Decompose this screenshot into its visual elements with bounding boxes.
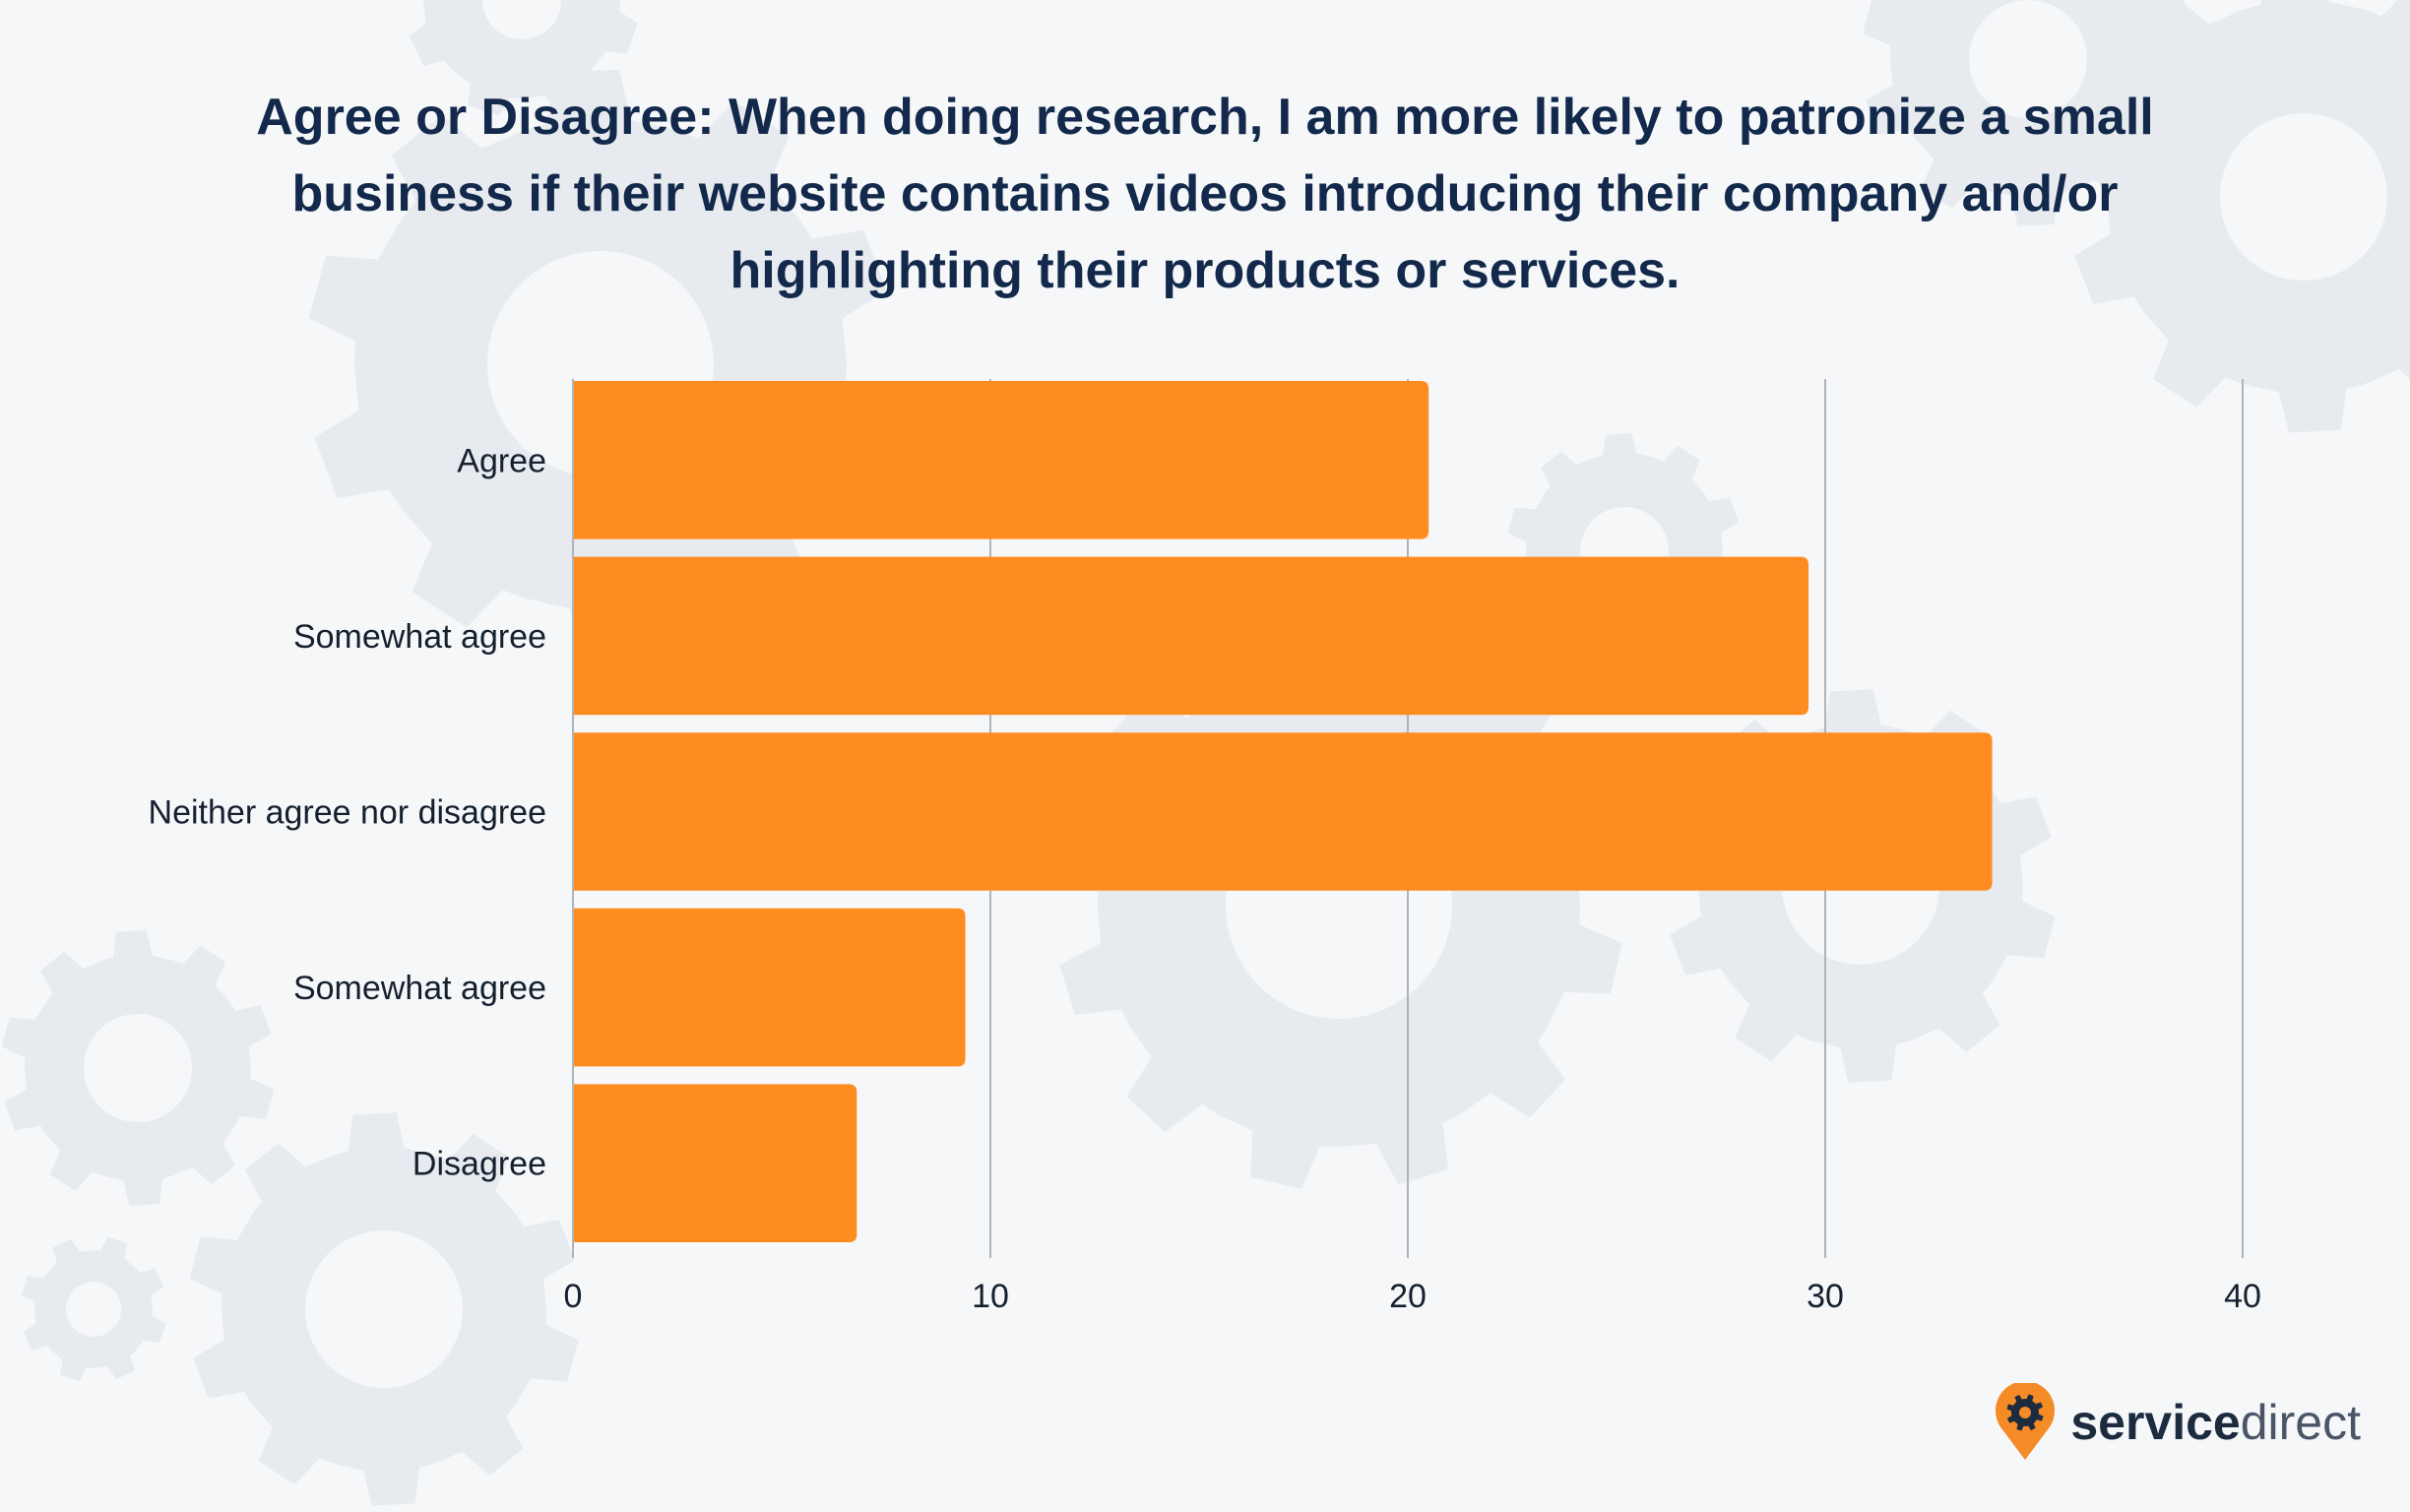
x-tick-label: 30 [1807,1278,1844,1315]
bar [573,556,1809,716]
bar [573,1084,857,1242]
category-label: Agree [457,442,546,479]
bar [573,908,966,1067]
servicedirect-logo: servicedirect [1994,1383,2361,1462]
category-label: Somewhat agree [293,970,546,1007]
chart-title: Agree or Disagree: When doing research, … [256,89,2154,299]
bar [573,732,1993,891]
category-label: Somewhat agree [293,618,546,656]
category-label: Disagree [412,1146,546,1183]
category-label: Neither agree nor disagree [149,794,546,832]
x-tick-label: 40 [2224,1278,2261,1315]
background-gear [409,0,638,116]
map-pin-gear-icon [1996,1383,2056,1460]
logo-text-direct: direct [2240,1395,2361,1450]
x-tick-label: 20 [1389,1278,1427,1315]
background-gear [189,1112,579,1506]
background-gear [21,1236,166,1382]
logo-wordmark: servicedirect [2070,1394,2361,1451]
x-tick-label: 0 [564,1278,583,1315]
x-tick-label: 10 [972,1278,1009,1315]
bar [573,381,1429,539]
logo-text-service: service [2070,1395,2241,1450]
background-gear [1863,0,2193,226]
background-gear [1,930,275,1206]
